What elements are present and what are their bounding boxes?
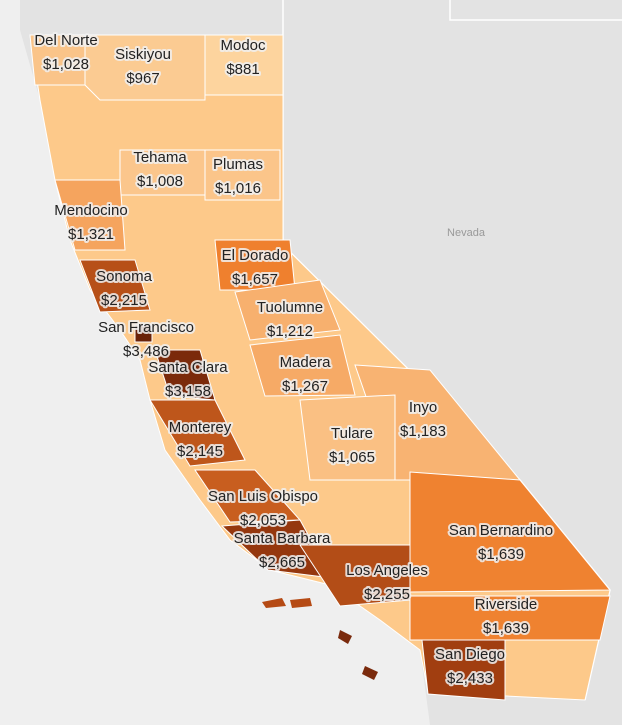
island xyxy=(290,598,312,608)
county-name: Siskiyou xyxy=(115,46,171,63)
county xyxy=(409,471,612,593)
county-value: $2,215 xyxy=(101,292,147,309)
county-name: Sonoma xyxy=(96,268,153,285)
county-name: El Dorado xyxy=(222,247,289,264)
county-value: $1,028 xyxy=(43,56,89,73)
island xyxy=(262,598,286,608)
county xyxy=(79,259,151,313)
county-name: San Luis Obispo xyxy=(208,488,318,505)
county-name: Monterey xyxy=(169,419,232,436)
county xyxy=(84,34,206,101)
state-border xyxy=(449,0,622,21)
county-labels: Del Norte $1,028 Siskiyou $967 Modoc $881 Teha… xyxy=(32,30,555,689)
county-value: $1,639 xyxy=(478,546,524,563)
county-value: $967 xyxy=(126,70,159,87)
county-value: $2,053 xyxy=(240,512,286,529)
county-name: Tehama xyxy=(133,149,187,166)
county-value: $1,016 xyxy=(215,180,261,197)
county xyxy=(409,595,611,641)
county-name: Santa Barbara xyxy=(234,530,331,547)
county-value: $881 xyxy=(226,61,259,78)
county-name: San Francisco xyxy=(98,319,194,336)
county xyxy=(234,279,341,341)
county-name: Madera xyxy=(280,354,332,371)
county-value: $1,267 xyxy=(282,378,328,395)
county-value: $1,183 xyxy=(400,423,446,440)
county-name: San Diego xyxy=(435,646,505,663)
county-value: $1,065 xyxy=(329,449,375,466)
island xyxy=(362,666,378,680)
county-name: Modoc xyxy=(220,37,266,54)
county-value: $2,255 xyxy=(364,586,410,603)
county xyxy=(421,639,506,701)
county-name: Tuolumne xyxy=(257,299,323,316)
county-value: $1,639 xyxy=(483,620,529,637)
county-name: Mendocino xyxy=(54,202,127,219)
county-value: $1,321 xyxy=(68,226,114,243)
county-value: $2,145 xyxy=(177,443,223,460)
county xyxy=(149,399,246,467)
county-name: Santa Clara xyxy=(148,359,228,376)
county-value: $1,212 xyxy=(267,323,313,340)
county-value: $1,657 xyxy=(232,271,278,288)
county xyxy=(249,334,356,397)
region-label: Nevada xyxy=(447,227,486,239)
county-name: Inyo xyxy=(409,399,437,416)
county xyxy=(134,324,153,343)
county-name: Tulare xyxy=(331,425,373,442)
island xyxy=(338,630,352,644)
county-value: $2,665 xyxy=(259,554,305,571)
county xyxy=(54,179,126,251)
county-name: San Bernardino xyxy=(449,522,553,539)
county-name: Del Norte xyxy=(34,32,97,49)
county xyxy=(299,394,396,481)
county-value: $3,158 xyxy=(165,383,211,400)
county-value: $3,486 xyxy=(123,343,169,360)
county-name: Riverside xyxy=(475,596,538,613)
county-value: $2,433 xyxy=(447,670,493,687)
county-name: Plumas xyxy=(213,156,263,173)
county-name: Los Angeles xyxy=(346,562,428,579)
counties xyxy=(29,34,612,701)
county-value: $1,008 xyxy=(137,173,183,190)
county xyxy=(204,149,281,201)
county xyxy=(204,34,284,96)
